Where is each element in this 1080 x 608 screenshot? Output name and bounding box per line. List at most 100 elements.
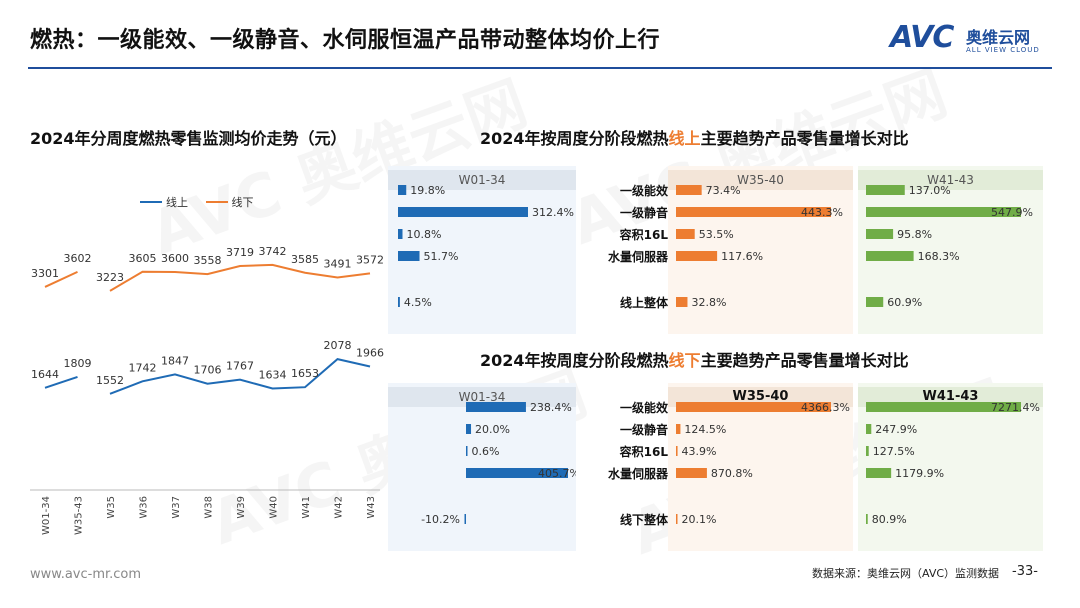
legend-offline-swatch <box>205 201 228 203</box>
data-label: 3585 <box>291 253 319 266</box>
bar-value-label: 238.4% <box>530 401 572 414</box>
bar-value-label: 60.9% <box>887 296 922 309</box>
data-label: 1809 <box>64 357 92 370</box>
data-label: 3572 <box>356 253 384 266</box>
x-tick-label: W41 <box>301 496 312 519</box>
bar <box>676 207 831 217</box>
bar <box>398 207 528 217</box>
series-line-online <box>44 375 78 389</box>
legend-online-swatch <box>140 201 162 203</box>
logo-mark: AVC <box>890 20 954 55</box>
panel-bars: 73.4% 443.3% 53.5% 117.6% 32.8% <box>676 184 843 309</box>
line-chart-title: 2024年分周度燃热零售监测均价走势（元） <box>30 129 347 148</box>
bar <box>676 446 678 456</box>
category-label: 一级能效 <box>619 401 668 415</box>
bar <box>676 297 688 307</box>
panel-bars: 4366.3% 124.5% 43.9% 870.8% 20.1% <box>676 401 850 526</box>
bar <box>466 468 568 478</box>
logo-cn-name: 奥维云网 <box>966 28 1031 47</box>
category-label: 一级静音 <box>619 206 668 220</box>
data-label: 1966 <box>356 347 384 360</box>
bar <box>466 446 468 456</box>
panel-w35-40: W35-40 73.4% 443.3% 53.5% 117.6% 32.8% <box>668 166 853 334</box>
bar-value-label: 20.0% <box>475 423 510 436</box>
bar <box>398 297 400 307</box>
bar-value-label: 137.0% <box>909 184 951 197</box>
x-tick-label: W01-34 <box>41 496 52 535</box>
bar-value-label: 43.9% <box>682 445 717 458</box>
bar <box>866 514 868 524</box>
series-line-online <box>109 358 371 395</box>
panel-w41-43: W41-43 7271.4% 247.9% 127.5% 1179.9% 80.9% <box>858 383 1043 551</box>
data-label: 1742 <box>129 361 157 374</box>
bar <box>866 446 869 456</box>
bar <box>676 402 831 412</box>
x-tick-label: W38 <box>204 496 215 519</box>
page-number: -33- <box>1012 564 1038 579</box>
category-label: 容积16L <box>619 445 668 459</box>
data-label: 3558 <box>194 254 222 267</box>
x-tick-label: W36 <box>139 496 150 519</box>
x-tick-label: W42 <box>334 496 345 519</box>
category-label: 线上整体 <box>619 296 668 310</box>
bar <box>398 251 420 261</box>
panel-bars: 238.4% 20.0% 0.6% 405.7% -10.2% <box>421 401 576 526</box>
bar <box>676 424 681 434</box>
bar <box>676 251 718 261</box>
bar-value-label: 0.6% <box>472 445 500 458</box>
bar <box>464 514 466 524</box>
category-label: 一级静音 <box>619 423 668 437</box>
bar <box>866 229 894 239</box>
series-line-offline <box>109 263 371 292</box>
data-label: 3605 <box>129 252 157 265</box>
data-label: 1767 <box>226 360 254 373</box>
panel-header: W01-34 <box>388 170 576 190</box>
bar-value-label: 312.4% <box>532 206 574 219</box>
bar <box>676 468 707 478</box>
bar <box>398 229 403 239</box>
panel-bars: 7271.4% 247.9% 127.5% 1179.9% 80.9% <box>866 401 1040 526</box>
bar <box>466 402 526 412</box>
footer-source: 数据来源：奥维云网（AVC）监测数据 <box>812 567 1000 580</box>
data-label: 1552 <box>96 374 124 387</box>
bar-value-label: 1179.9% <box>895 467 944 480</box>
bar <box>866 468 892 478</box>
bar-value-label: 168.3% <box>918 250 960 263</box>
data-label: 2078 <box>324 339 352 352</box>
panel-w41-43: W41-43 137.0% 547.9% 95.8% 168.3% 60.9% <box>858 166 1043 334</box>
category-label: 水量伺服器 <box>607 467 668 481</box>
data-label: 3742 <box>259 245 287 258</box>
bar <box>866 424 872 434</box>
panel-bars: 19.8% 312.4% 10.8% 51.7% 4.5% <box>398 184 574 309</box>
category-label: 线下整体 <box>619 513 668 527</box>
legend-online-label: 线上 <box>166 196 188 209</box>
bar-value-label: 117.6% <box>721 250 763 263</box>
offline-bar-chart-title: 2024年按周度分阶段燃热线下主要趋势产品零售量增长对比 <box>480 351 909 370</box>
bar-value-label: 95.8% <box>897 228 932 241</box>
bar-value-label: 19.8% <box>410 184 445 197</box>
footer-site: www.avc-mr.com <box>30 567 142 582</box>
data-label: 3602 <box>64 252 92 265</box>
bar-value-label: 443.3% <box>801 206 843 219</box>
panel-header: W01-34 <box>388 387 576 407</box>
online-bar-chart-title: 2024年按周度分阶段燃热线上主要趋势产品零售量增长对比 <box>480 129 909 148</box>
x-tick-label: W37 <box>171 496 182 519</box>
data-label: 1653 <box>291 367 319 380</box>
line-chart-legend: 线上 线下 <box>140 194 254 210</box>
bar-value-label: 10.8% <box>406 228 441 241</box>
data-label: 3301 <box>31 267 59 280</box>
category-label: 容积16L <box>619 228 668 242</box>
panel-header: W35-40 <box>668 170 853 190</box>
bar-value-label: 73.4% <box>706 184 741 197</box>
bar <box>676 229 695 239</box>
bar <box>866 251 914 261</box>
bar-value-label: 870.8% <box>711 467 753 480</box>
price-trend-line-chart: 1644 1809 1552 1742 1847 1706 1767 1634 1653 2078… <box>30 245 384 535</box>
bar <box>866 402 1021 412</box>
bar <box>398 185 407 195</box>
bar-value-label: 124.5% <box>684 423 726 436</box>
bar-value-label: 32.8% <box>691 296 726 309</box>
series-line-offline <box>44 270 78 288</box>
data-label: 3719 <box>226 246 254 259</box>
data-label: 3223 <box>96 271 124 284</box>
